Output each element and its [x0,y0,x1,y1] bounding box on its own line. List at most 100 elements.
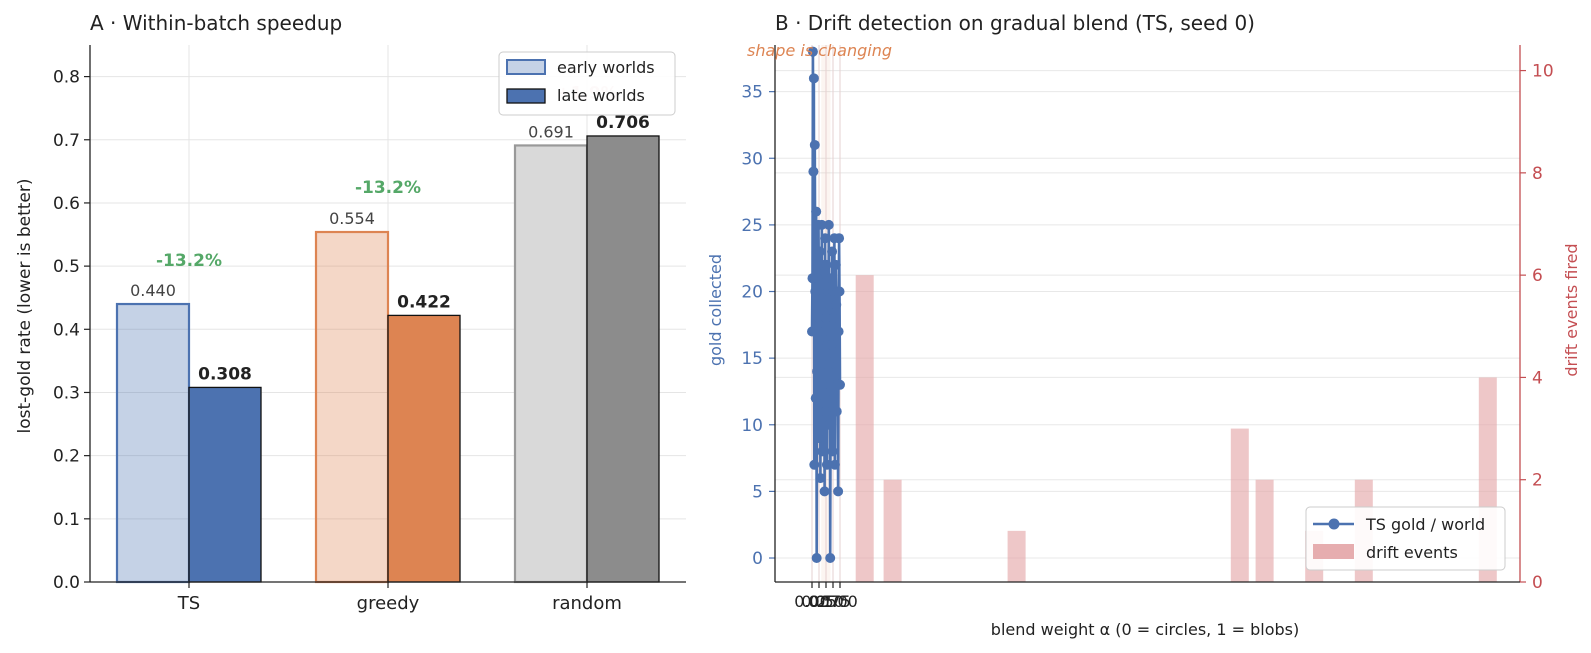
gold-point [825,553,836,564]
delta-annotation: -13.2% [156,251,222,271]
x-tick-label: TS [177,593,200,614]
legend-swatch-late [506,88,546,104]
gold-point [826,339,837,350]
gold-point [826,273,837,284]
y-tick-label: 20 [741,283,763,303]
x-tick-label: 0.50 [808,592,844,611]
value-label-early: 0.554 [329,209,375,228]
bar-late-greedy [387,314,461,583]
value-label-early: 0.440 [130,281,176,300]
y-tick-label: 0.1 [53,510,80,530]
gold-point [812,366,823,377]
bar-early-TS [115,302,191,584]
legend-label-gold: TS gold / world [1365,515,1485,534]
gold-point [819,326,830,337]
gold-point [811,553,822,564]
gold-point [831,406,842,417]
legend-label-late: late worlds [557,86,645,105]
legend-label-drift: drift events [1366,543,1458,562]
panel-a-ylabel: lost-gold rate (lower is better) [15,179,35,434]
y2-tick-label: 0 [1532,573,1543,593]
gold-point [823,366,834,377]
panel-b-title: B · Drift detection on gradual blend (TS… [775,11,1255,35]
panel-b-xlabel: blend weight α (0 = circles, 1 = blobs) [991,620,1299,639]
gold-point [830,259,841,270]
gold-point [829,459,840,470]
gold-point [823,219,834,230]
drift-event-bar [1255,479,1274,582]
x-tick-label: 0.75 [815,592,851,611]
y-tick-label: 0.6 [53,194,80,214]
gold-point [833,486,844,497]
drift-event-bar [1007,530,1026,582]
y2-tick-label: 6 [1532,266,1543,286]
y-tick-label: 0.2 [53,447,80,467]
gold-point [825,379,836,390]
legend-swatch-drift [1313,544,1354,559]
y2-tick-label: 10 [1532,62,1554,82]
gold-point [807,326,817,337]
panel-b-gold-line [807,46,845,564]
panel-b-ylabel: gold collected [706,254,725,366]
y-tick-label: 35 [741,83,763,103]
gold-point [812,273,823,284]
gold-point [818,379,829,390]
x-tick-label: 0.00 [794,592,830,611]
gold-point [821,459,832,470]
y2-tick-label: 4 [1532,368,1543,388]
gold-point [814,313,824,324]
y-tick-label: 30 [741,149,763,169]
panel-a: 0.440 0.308 0.554 0.422 0.691 0.706 -13.2% -13… [15,11,686,614]
drift-event-bar [855,275,874,582]
bar-late-random [586,135,660,583]
gold-point [808,73,819,84]
y-tick-label: 0.4 [53,320,80,340]
value-label-late: 0.706 [596,113,650,133]
y-tick-label: 0.8 [53,68,80,88]
y-tick-label: 0.7 [53,131,80,151]
x-tick-label: 1.00 [822,592,858,611]
y-tick-label: 0.0 [53,573,80,593]
gold-point [809,139,820,150]
panel-a-legend: early worlds late worlds [498,51,676,116]
gold-point [807,46,818,57]
bar-early-random [513,144,589,584]
gold-point [821,313,831,324]
delta-annotation: -13.2% [355,178,421,198]
panel-b-annotation: shape is changing [747,41,892,60]
y2-tick-label: 2 [1532,471,1543,491]
legend-swatch-marker [1328,518,1340,530]
legend-box [1305,506,1506,571]
drift-event-bar [883,479,902,582]
gold-point [810,393,821,404]
panel-a-axes: 0.0 0.1 0.2 0.3 0.4 0.5 0.6 0.7 0.8 TS greedy rando… [53,45,686,614]
y-tick-label: 5 [752,482,763,502]
gold-point [816,353,827,364]
panel-b-legend: TS gold / world drift events [1305,506,1506,571]
gold-point [824,419,835,430]
y-tick-label: 25 [741,216,763,236]
panel-a-bars [115,135,660,584]
y-tick-label: 15 [741,349,763,369]
x-tick-label: random [552,593,622,614]
panel-b-y2label: drift events fired [1562,243,1581,376]
gold-point [820,233,831,244]
gold-point [828,313,839,324]
gold-point [820,406,831,417]
panel-b-axes: 0 5 10 15 20 25 30 35 0 2 4 6 8 10 0.000.250.500.751.0… [741,45,1554,611]
panel-a-title: A · Within-batch speedup [90,11,342,35]
gold-point [815,473,826,484]
y-tick-label: 10 [741,416,763,436]
x-tick-label: greedy [357,593,420,614]
gold-point [808,166,819,177]
gold-point [817,446,828,457]
y-tick-label: 0 [752,549,763,569]
gold-point [810,286,821,297]
gold-point [831,299,842,310]
bar-late-TS [188,386,262,583]
legend-label-early: early worlds [557,58,655,77]
y-tick-label: 0.5 [53,257,80,277]
gold-point [819,486,830,497]
gold-point [814,246,825,257]
